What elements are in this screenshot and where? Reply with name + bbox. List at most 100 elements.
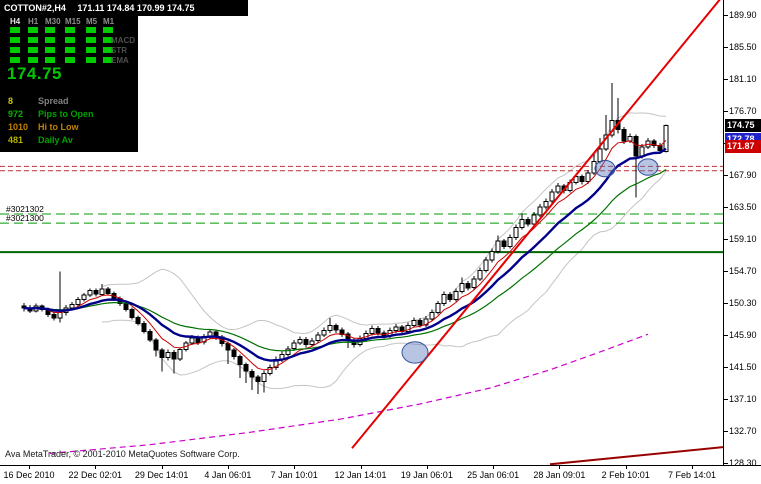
order-labels: #3021302#3021300 <box>6 204 44 223</box>
time-tick <box>161 466 163 469</box>
price-axis-label: 128.30 <box>729 457 757 468</box>
time-axis-label: 25 Jan 06:01 <box>467 470 520 480</box>
ma-line-ema-slow <box>23 147 667 362</box>
stat-label: Hi to Low <box>38 122 79 132</box>
indicator-row-macd: MACD <box>0 36 138 45</box>
time-tick <box>559 466 561 469</box>
stat-row-daily-av: 481 Daily Av <box>0 135 138 147</box>
timeframe-button-m5[interactable]: M5 <box>86 17 98 26</box>
time-axis-label: 12 Jan 14:01 <box>334 470 387 480</box>
price-tick <box>724 462 728 464</box>
price-tick <box>724 15 728 17</box>
timeframe-button-m15[interactable]: M15 <box>65 17 81 26</box>
status-square-icon <box>103 27 113 33</box>
svg-text:#3021300: #3021300 <box>6 213 44 223</box>
status-square-icon <box>45 47 55 53</box>
status-square-icon <box>28 37 38 43</box>
price-marker-box: 171.87 <box>725 139 761 153</box>
time-tick <box>493 466 495 469</box>
time-axis-label: 7 Feb 14:01 <box>667 470 717 480</box>
price-chart-canvas[interactable]: #3021302#3021300 <box>0 0 723 465</box>
price-tick <box>724 239 728 241</box>
price-tick <box>724 79 728 81</box>
lower-trend-line[interactable] <box>549 446 723 465</box>
trend-line[interactable] <box>351 0 723 449</box>
time-tick <box>625 466 627 469</box>
timeframe-button-m30[interactable]: M30 <box>45 17 61 26</box>
stat-row-spread: 8 Spread <box>0 96 138 108</box>
timeframe-button-m1[interactable]: M1 <box>103 17 115 26</box>
ma-line-ema-mid <box>23 168 667 352</box>
status-square-icon <box>65 37 75 43</box>
time-axis-label: 7 Jan 10:01 <box>270 470 318 480</box>
daily-level-lines[interactable] <box>0 165 723 172</box>
indicator-label-macd: MACD <box>111 36 135 45</box>
price-tick <box>724 271 728 272</box>
stat-label: Spread <box>38 96 69 106</box>
status-square-icon <box>45 57 55 63</box>
bollinger-bands <box>101 112 667 390</box>
price-axis-label: 181.10 <box>729 74 757 85</box>
status-square-icon <box>65 57 75 63</box>
order-lines[interactable] <box>0 213 723 224</box>
ma-line-ema-fast <box>23 139 667 371</box>
price-tick <box>724 334 728 336</box>
price-axis-label: 189.90 <box>729 10 757 21</box>
status-square-icon <box>65 47 75 53</box>
price-axis-label: 145.90 <box>729 329 757 340</box>
price-tick <box>724 175 728 177</box>
status-square-icon <box>28 47 38 53</box>
timeframe-button-h1[interactable]: H1 <box>28 17 39 26</box>
price-marker-box: 174.75 <box>725 118 761 132</box>
price-tick <box>724 302 728 304</box>
status-square-icon <box>103 47 113 53</box>
price-axis-label: 159.10 <box>729 234 757 245</box>
current-price: 174.75 <box>7 64 62 83</box>
stat-value: 481 <box>8 135 24 145</box>
time-axis-label: 16 Dec 2010 <box>3 470 55 480</box>
status-square-icon <box>86 47 96 53</box>
status-square-icon <box>45 27 55 33</box>
time-axis-label: 2 Feb 10:01 <box>601 470 650 480</box>
stat-value: 972 <box>8 109 24 119</box>
price-axis-label: 154.70 <box>729 266 757 276</box>
time-tick <box>294 466 296 469</box>
stat-row-pips-to-open: 972 Pips to Open <box>0 109 138 121</box>
status-square-icon <box>10 47 20 53</box>
time-axis: 16 Dec 2010 22 Dec 02:01 29 Dec 14:01 4 Jan… <box>0 465 761 484</box>
highlight-circles[interactable] <box>401 158 659 364</box>
symbol-timeframe: COTTON#2,H4 <box>4 3 66 13</box>
timeframe-button-h4[interactable]: H4 <box>10 17 21 26</box>
stat-row-hi-to-low: 1010 Hi to Low <box>0 122 138 134</box>
stat-label: Pips to Open <box>38 109 94 119</box>
price-tick <box>724 430 728 432</box>
price-axis-label: 167.90 <box>729 170 757 181</box>
time-tick <box>692 466 693 469</box>
time-axis-label: 29 Dec 14:01 <box>134 470 189 480</box>
time-tick <box>227 466 229 469</box>
time-tick <box>360 466 362 469</box>
price-tick <box>724 207 728 209</box>
status-square-icon <box>28 27 38 33</box>
price-axis-label: 132.70 <box>729 425 757 436</box>
time-tick <box>426 466 428 469</box>
stat-value: 8 <box>8 96 14 106</box>
sar-curve <box>49 333 649 454</box>
price-axis-label: 185.50 <box>729 42 757 53</box>
price-tick <box>724 111 728 113</box>
status-square-icon <box>65 27 75 33</box>
indicator-row-ema: EMA <box>0 56 138 65</box>
status-square-icon <box>45 37 55 43</box>
status-square-icon <box>103 37 113 43</box>
status-square-icon <box>86 57 96 63</box>
svg-text:#3021302: #3021302 <box>6 204 44 214</box>
stat-label: Daily Av <box>38 135 73 145</box>
time-axis-label: 22 Dec 02:01 <box>68 470 123 480</box>
status-square-icon <box>86 37 96 43</box>
status-square-icon <box>103 57 113 63</box>
price-axis-label: 163.50 <box>729 202 757 213</box>
info-panel: 174.75 H4 H1 M30 M15 M5 M1 MACD STR EMA 8 Spread 97… <box>0 0 138 152</box>
branding-text: Ava MetaTrader, © 2001-2010 MetaQuotes S… <box>5 449 240 459</box>
price-tick <box>724 398 728 400</box>
